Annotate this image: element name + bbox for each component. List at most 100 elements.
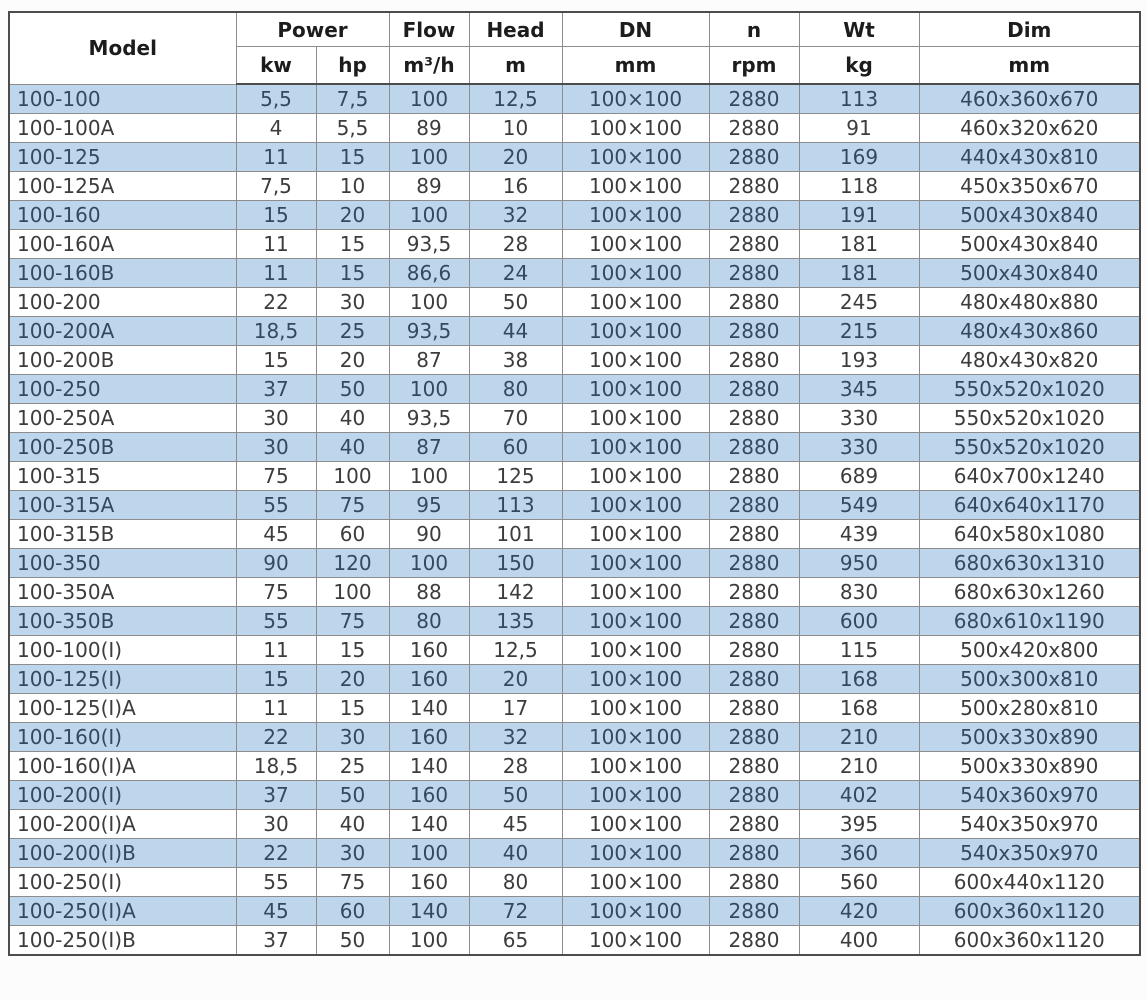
cell-model: 100-160(I)A	[8, 751, 237, 781]
cell-model: 100-350	[8, 548, 237, 578]
cell-head: 12,5	[468, 83, 563, 114]
table-row: 100-200 22 30 100 50 100×100 2880 245 480x480x88…	[8, 287, 1141, 317]
cell-dim: 480x430x820	[918, 345, 1141, 375]
cell-hp: 60	[315, 519, 390, 549]
cell-head: 150	[468, 548, 563, 578]
cell-hp: 40	[315, 809, 390, 839]
cell-model: 100-250(I)	[8, 867, 237, 897]
cell-n: 2880	[708, 925, 800, 956]
cell-dim: 540x360x970	[918, 780, 1141, 810]
table-row: 100-160(I) 22 30 160 32 100×100 2880 210 500x330…	[8, 722, 1141, 752]
table-body: 100-100 5,5 7,5 100 12,5 100×100 2880 113 460x36…	[8, 83, 1141, 956]
cell-flow: 93,5	[388, 229, 470, 259]
cell-n: 2880	[708, 229, 800, 259]
cell-flow: 93,5	[388, 403, 470, 433]
cell-head: 24	[468, 258, 563, 288]
cell-head: 20	[468, 664, 563, 694]
cell-flow: 90	[388, 519, 470, 549]
cell-n: 2880	[708, 606, 800, 636]
cell-hp: 20	[315, 664, 390, 694]
cell-head: 125	[468, 461, 563, 491]
cell-wt: 345	[798, 374, 920, 404]
cell-dn: 100×100	[561, 635, 710, 665]
unit-header-n: rpm	[708, 46, 800, 85]
cell-hp: 15	[315, 635, 390, 665]
cell-hp: 7,5	[315, 83, 390, 114]
unit-header-wt: kg	[798, 46, 920, 85]
cell-dim: 450x350x670	[918, 171, 1141, 201]
table-row: 100-315 75 100 100 125 100×100 2880 689 640x700x…	[8, 461, 1141, 491]
cell-dn: 100×100	[561, 316, 710, 346]
cell-dn: 100×100	[561, 751, 710, 781]
cell-model: 100-125A	[8, 171, 237, 201]
cell-wt: 181	[798, 258, 920, 288]
cell-head: 142	[468, 577, 563, 607]
cell-hp: 75	[315, 867, 390, 897]
cell-wt: 113	[798, 83, 920, 114]
cell-kw: 90	[235, 548, 317, 578]
cell-flow: 140	[388, 896, 470, 926]
cell-dn: 100×100	[561, 171, 710, 201]
cell-dn: 100×100	[561, 142, 710, 172]
cell-flow: 140	[388, 809, 470, 839]
cell-model: 100-250(I)B	[8, 925, 237, 956]
cell-dn: 100×100	[561, 374, 710, 404]
cell-hp: 10	[315, 171, 390, 201]
cell-dim: 540x350x970	[918, 809, 1141, 839]
table-row: 100-350 90 120 100 150 100×100 2880 950 680x630x…	[8, 548, 1141, 578]
cell-model: 100-350B	[8, 606, 237, 636]
cell-kw: 11	[235, 258, 317, 288]
cell-hp: 20	[315, 345, 390, 375]
cell-kw: 18,5	[235, 751, 317, 781]
cell-hp: 40	[315, 432, 390, 462]
cell-flow: 140	[388, 693, 470, 723]
cell-model: 100-315A	[8, 490, 237, 520]
cell-flow: 80	[388, 606, 470, 636]
col-header-flow: Flow	[388, 11, 470, 47]
table-row: 100-200A 18,5 25 93,5 44 100×100 2880 215 480x43…	[8, 316, 1141, 346]
cell-kw: 11	[235, 693, 317, 723]
cell-dim: 500x330x890	[918, 722, 1141, 752]
cell-head: 60	[468, 432, 563, 462]
table-row: 100-200(I) 37 50 160 50 100×100 2880 402 540x360…	[8, 780, 1141, 810]
col-header-power: Power	[235, 11, 390, 47]
cell-head: 32	[468, 200, 563, 230]
cell-dim: 500x420x800	[918, 635, 1141, 665]
cell-kw: 11	[235, 142, 317, 172]
cell-wt: 215	[798, 316, 920, 346]
cell-dim: 600x360x1120	[918, 925, 1141, 956]
cell-dim: 600x360x1120	[918, 896, 1141, 926]
cell-flow: 100	[388, 83, 470, 114]
cell-n: 2880	[708, 200, 800, 230]
cell-flow: 100	[388, 838, 470, 868]
cell-model: 100-200(I)A	[8, 809, 237, 839]
col-header-dn: DN	[561, 11, 710, 47]
cell-kw: 5,5	[235, 83, 317, 114]
cell-n: 2880	[708, 809, 800, 839]
cell-kw: 55	[235, 606, 317, 636]
cell-kw: 15	[235, 345, 317, 375]
cell-model: 100-100(I)	[8, 635, 237, 665]
unit-header-dn: mm	[561, 46, 710, 85]
cell-n: 2880	[708, 722, 800, 752]
table-row: 100-125(I) 15 20 160 20 100×100 2880 168 500x300…	[8, 664, 1141, 694]
cell-wt: 210	[798, 751, 920, 781]
cell-head: 135	[468, 606, 563, 636]
cell-model: 100-160	[8, 200, 237, 230]
cell-kw: 37	[235, 780, 317, 810]
cell-head: 10	[468, 113, 563, 143]
cell-dn: 100×100	[561, 200, 710, 230]
cell-model: 100-100	[8, 83, 237, 114]
cell-dn: 100×100	[561, 722, 710, 752]
cell-n: 2880	[708, 896, 800, 926]
cell-wt: 400	[798, 925, 920, 956]
cell-dn: 100×100	[561, 867, 710, 897]
cell-dim: 500x430x840	[918, 200, 1141, 230]
cell-wt: 360	[798, 838, 920, 868]
cell-kw: 22	[235, 287, 317, 317]
cell-kw: 30	[235, 432, 317, 462]
cell-model: 100-200(I)B	[8, 838, 237, 868]
cell-flow: 88	[388, 577, 470, 607]
table-row: 100-315B 45 60 90 101 100×100 2880 439 640x580x1…	[8, 519, 1141, 549]
cell-model: 100-250B	[8, 432, 237, 462]
